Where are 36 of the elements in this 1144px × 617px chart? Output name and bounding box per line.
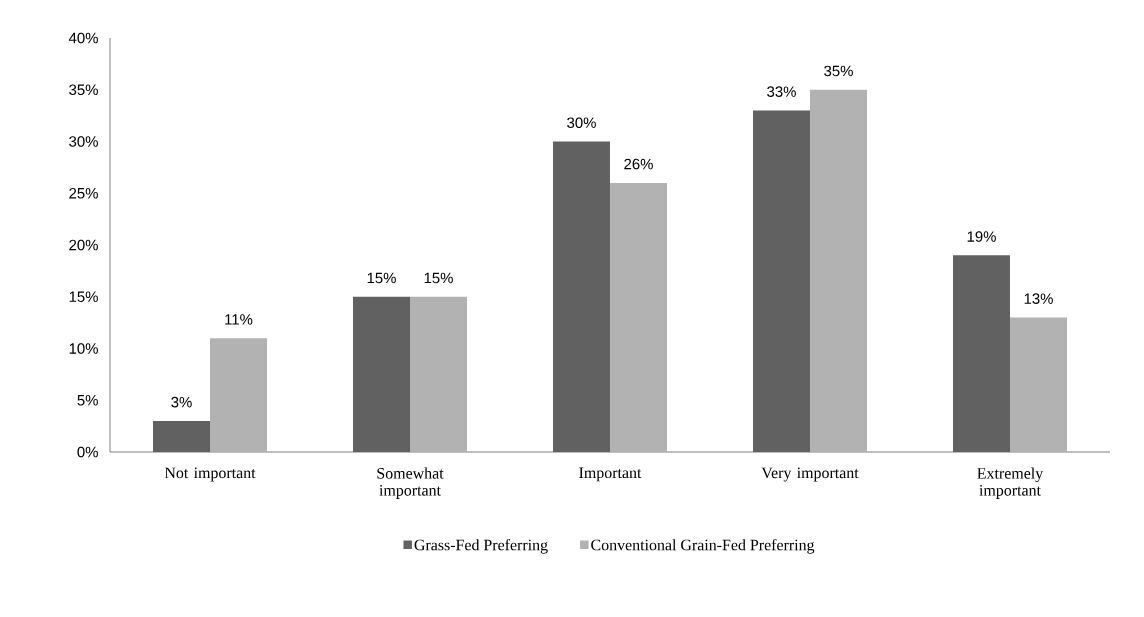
y-tick-label: 30% [69, 136, 98, 147]
data-label: 11% [225, 314, 253, 325]
x-tick-label: Important [579, 467, 642, 482]
y-tick-label: 40% [68, 32, 98, 44]
legend-label: Conventional Grain-Fed Preferring [591, 538, 815, 554]
y-tick-label: 15% [69, 291, 98, 302]
bar [552, 141, 610, 452]
bar [1009, 317, 1067, 452]
y-tick-label: 25% [69, 187, 98, 199]
y-tick-label: 20% [69, 239, 98, 251]
bar [210, 338, 267, 452]
x-tick-label: Very important [761, 467, 859, 482]
x-tick-label: Extremely important [977, 467, 1044, 499]
y-tick-label: 35% [69, 84, 98, 96]
data-label: 35% [824, 65, 853, 77]
data-label: 3% [171, 396, 192, 408]
bar [153, 420, 210, 452]
data-label: 15% [424, 272, 453, 284]
data-label: 19% [967, 231, 996, 242]
bar [609, 182, 667, 452]
data-label: 33% [767, 86, 796, 97]
data-label: 13% [1024, 293, 1053, 304]
data-label: 15% [367, 272, 396, 284]
bar [752, 110, 810, 452]
legend-label: Grass-Fed Preferring [414, 538, 548, 554]
bar [410, 296, 467, 452]
data-label: 30% [567, 117, 596, 128]
x-tick-label: Not important [164, 467, 256, 482]
bar [952, 255, 1010, 452]
x-tick-label: Somewhat important [377, 467, 444, 499]
bar [809, 89, 867, 452]
y-tick-label: 10% [69, 343, 98, 354]
data-label: 26% [624, 158, 653, 170]
y-tick-label: 0% [77, 446, 98, 458]
bar [353, 296, 410, 452]
y-tick-label: 5% [77, 395, 98, 406]
